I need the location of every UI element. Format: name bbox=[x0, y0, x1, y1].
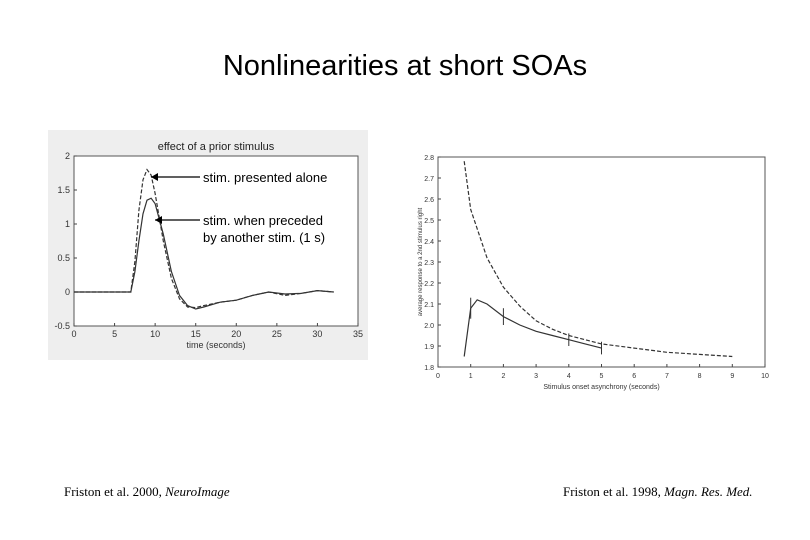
arrow-alone-head bbox=[151, 173, 158, 181]
x-tick-label: 5 bbox=[112, 329, 117, 339]
y-tick-label: 2.2 bbox=[424, 281, 434, 288]
y-tick-label: 1.5 bbox=[57, 185, 70, 195]
y-tick-label: 1 bbox=[65, 219, 70, 229]
annotation-alone: stim. presented alone bbox=[203, 170, 328, 185]
x-tick-label: 6 bbox=[632, 373, 636, 380]
x-tick-label: 9 bbox=[730, 373, 734, 380]
y-tick-label: 2.5 bbox=[424, 218, 434, 225]
series-line-solid bbox=[74, 197, 334, 310]
series-line-dashed bbox=[74, 168, 334, 309]
y-tick-label: 1.8 bbox=[424, 365, 434, 372]
y-axis-label: average response to a 2nd stimulus right bbox=[418, 207, 424, 316]
x-tick-label: 10 bbox=[761, 373, 769, 380]
plot-area bbox=[73, 155, 359, 327]
x-tick-label: 8 bbox=[698, 373, 702, 380]
series-line-solid bbox=[463, 299, 602, 357]
slide-title: Nonlinearities at short SOAs bbox=[222, 50, 588, 82]
x-tick-label: 10 bbox=[150, 329, 160, 339]
y-tick-label: 2.8 bbox=[424, 155, 434, 162]
y-tick-label: 0.5 bbox=[57, 253, 70, 263]
x-tick-label: 20 bbox=[231, 329, 241, 339]
x-axis-label: Stimulus onset asynchrony (seconds) bbox=[543, 384, 659, 391]
x-tick-label: 0 bbox=[71, 329, 76, 339]
x-tick-label: 2 bbox=[501, 373, 505, 380]
x-tick-label: 1 bbox=[469, 373, 473, 380]
y-tick-label: 2.6 bbox=[424, 197, 434, 204]
series-line-dashed bbox=[463, 161, 733, 358]
y-tick-label: 0 bbox=[65, 287, 70, 297]
x-tick-label: 7 bbox=[665, 373, 669, 380]
x-tick-label: 3 bbox=[534, 373, 538, 380]
y-tick-label: -0.5 bbox=[54, 321, 70, 331]
x-tick-label: 4 bbox=[567, 373, 571, 380]
x-tick-label: 15 bbox=[191, 329, 201, 339]
x-tick-label: 35 bbox=[353, 329, 363, 339]
chart-title: effect of a prior stimulus bbox=[158, 141, 275, 153]
x-tick-label: 5 bbox=[600, 373, 604, 380]
x-tick-label: 30 bbox=[312, 329, 322, 339]
citation-left: Friston et al. 2000, NeuroImage bbox=[64, 484, 230, 499]
x-tick-label: 0 bbox=[436, 373, 440, 380]
arrow-preceded-head bbox=[155, 216, 162, 224]
annotation-preceded-line1: stim. when preceded bbox=[203, 213, 323, 228]
right-chart: 0 1 2 3 4 5 6 7 8 9 10 1.8 1.9 2.0 2.1 2.2 2.3 2.4 2.5 2.6 2… bbox=[418, 155, 769, 391]
annotation-preceded-line2: by another stim. (1 s) bbox=[203, 230, 326, 245]
plot-area bbox=[437, 156, 766, 368]
y-tick-label: 2 bbox=[65, 151, 70, 161]
x-tick-label: 25 bbox=[272, 329, 282, 339]
y-tick-label: 1.9 bbox=[424, 344, 434, 351]
y-tick-label: 2.4 bbox=[424, 239, 434, 246]
y-tick-label: 2.1 bbox=[424, 302, 434, 309]
y-tick-label: 2.7 bbox=[424, 176, 434, 183]
y-tick-label: 2.3 bbox=[424, 260, 434, 267]
y-tick-label: 2.0 bbox=[424, 323, 434, 330]
citation-right: Friston et al. 1998, Magn. Res. Med. bbox=[563, 484, 753, 499]
x-axis-label: time (seconds) bbox=[186, 340, 245, 350]
